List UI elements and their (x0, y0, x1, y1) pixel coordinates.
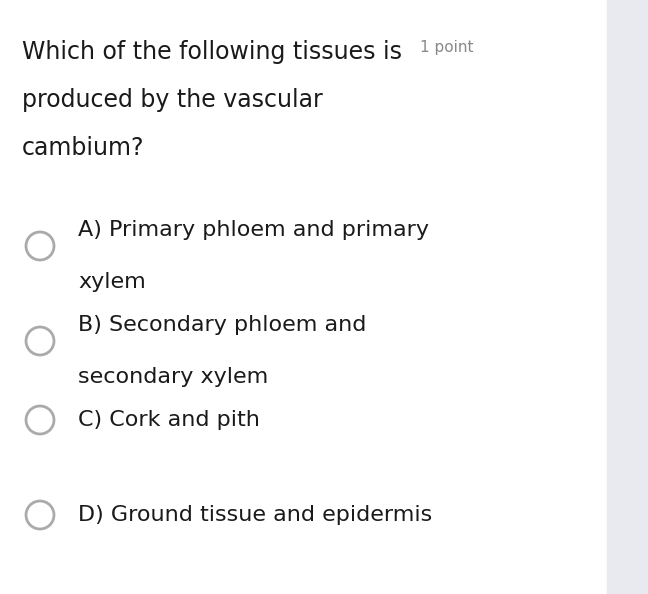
Text: secondary xylem: secondary xylem (78, 367, 268, 387)
Text: C) Cork and pith: C) Cork and pith (78, 410, 260, 430)
Text: cambium?: cambium? (22, 136, 145, 160)
Text: D) Ground tissue and epidermis: D) Ground tissue and epidermis (78, 505, 432, 525)
Bar (607, 0, 648, 594)
Text: produced by the vascular: produced by the vascular (22, 88, 323, 112)
Text: xylem: xylem (78, 272, 146, 292)
Text: B) Secondary phloem and: B) Secondary phloem and (78, 315, 366, 335)
Text: Which of the following tissues is: Which of the following tissues is (22, 40, 402, 64)
Text: 1 point: 1 point (420, 40, 474, 55)
Text: A) Primary phloem and primary: A) Primary phloem and primary (78, 220, 429, 240)
